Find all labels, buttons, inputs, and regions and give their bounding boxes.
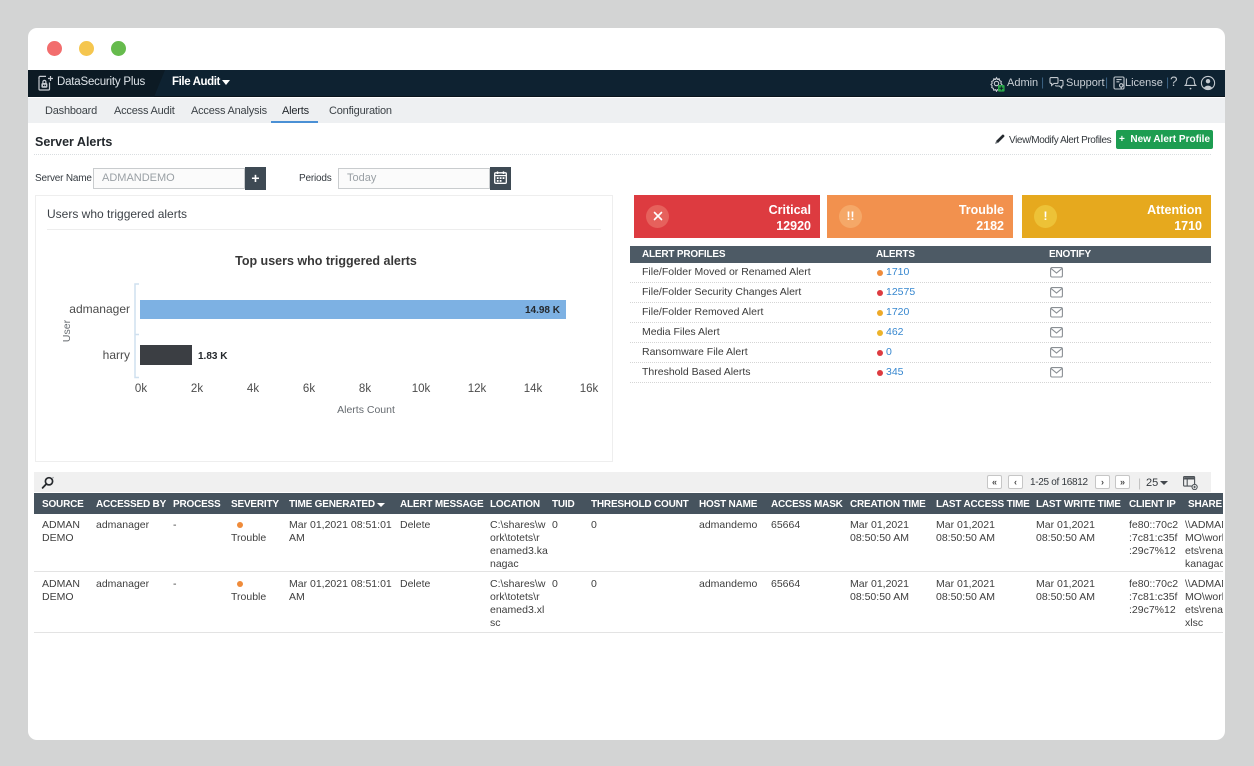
svg-text:2k: 2k <box>191 383 203 395</box>
svg-text:User: User <box>61 319 73 342</box>
svg-text:harry: harry <box>103 348 130 362</box>
svg-text:Alerts Count: Alerts Count <box>337 404 395 416</box>
svg-text:1.83 K: 1.83 K <box>198 351 228 362</box>
svg-text:16k: 16k <box>580 383 599 395</box>
svg-text:14.98 K: 14.98 K <box>525 305 561 316</box>
svg-text:8k: 8k <box>359 383 371 395</box>
svg-text:14k: 14k <box>524 383 543 395</box>
svg-text:0k: 0k <box>135 383 147 395</box>
svg-text:6k: 6k <box>303 383 315 395</box>
svg-text:10k: 10k <box>412 383 431 395</box>
svg-text:4k: 4k <box>247 383 259 395</box>
svg-text:12k: 12k <box>468 383 487 395</box>
svg-text:admanager: admanager <box>69 302 130 316</box>
svg-text:Top users who triggered alerts: Top users who triggered alerts <box>235 254 417 268</box>
